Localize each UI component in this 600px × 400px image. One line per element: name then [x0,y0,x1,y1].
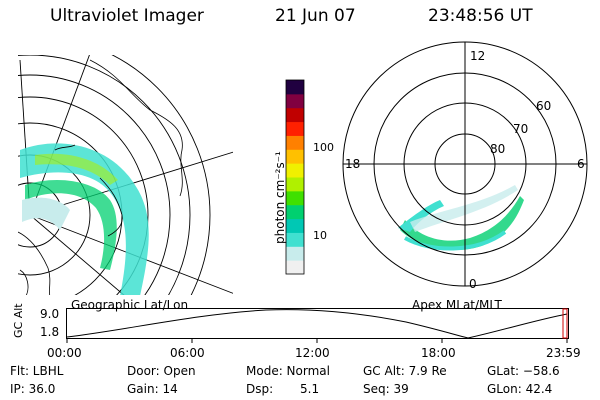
status-gain: Gain: 14 [127,382,178,396]
timeline-y-tick-1: 1.8 [40,325,60,339]
status-glat: GLat: −58.6 [487,364,560,378]
colorbar-segment [286,121,304,136]
mlt-label-0: 0 [469,277,477,291]
current-time-marker [562,308,568,339]
colorbar-segment [286,218,304,233]
colorbar-segment [286,260,304,275]
colorbar-segment [286,107,304,123]
colorbar-segment [286,163,304,178]
aurora-emission-band [20,143,149,295]
colorbar-segment [286,149,304,164]
status-mode: Mode: Normal [246,364,330,378]
colorbar-segment [286,93,304,109]
status-door: Door: Open [127,364,196,378]
colorbar-unit-label: photon cm⁻²s⁻¹ [273,151,287,244]
lat-label-80: 80 [490,142,505,156]
colorbar-segment [286,246,304,261]
colorbar-segment [286,232,304,247]
colorbar [285,79,305,275]
status-ip: IP: 36.0 [10,382,56,396]
timeline-y-title: GC Alt [12,303,25,338]
colorbar-segment [286,204,304,220]
aurora-polar-band [398,185,524,251]
timeline-x-tick-1200: 12:00 [295,346,330,360]
status-dsp-label: Dsp: [246,382,274,396]
colorbar-segment [286,135,304,150]
timeline-y-tick-9: 9.0 [40,307,60,321]
status-flt: Flt: LBHL [10,364,64,378]
coastline [18,59,183,295]
colorbar-segment [286,80,304,95]
altitude-timeline [66,308,569,343]
timeline-x-tick-0000: 00:00 [47,346,82,360]
timeline-x-tick-1800: 18:00 [421,346,456,360]
status-seq: Seq: 39 [363,382,409,396]
title-bar: Ultraviolet Imager 21 Jun 07 23:48:56 UT [0,6,600,30]
colorbar-tick-100: 100 [313,141,334,154]
colorbar-tick-10: 10 [313,229,327,242]
date-label: 21 Jun 07 [275,6,356,26]
instrument-title: Ultraviolet Imager [50,6,204,26]
geographic-map [18,55,233,295]
timeline-x-tick-2359: 23:59 [546,346,581,360]
lat-label-60: 60 [536,99,551,113]
colorbar-segment [286,177,304,192]
status-dsp-value: 5.1 [300,382,320,396]
colorbar-segment [286,190,304,206]
time-label: 23:48:56 UT [428,6,533,26]
lat-label-70: 70 [513,122,528,136]
status-gc-alt: GC Alt: 7.9 Re [363,364,447,378]
status-glon: GLon: 42.4 [487,382,553,396]
mlt-label-6: 6 [577,157,585,171]
mlt-label-12: 12 [470,49,485,63]
mlt-label-18: 18 [345,157,360,171]
polar-plot: 12 18 6 0 60 70 80 [342,41,588,291]
timeline-x-tick-0600: 06:00 [170,346,205,360]
